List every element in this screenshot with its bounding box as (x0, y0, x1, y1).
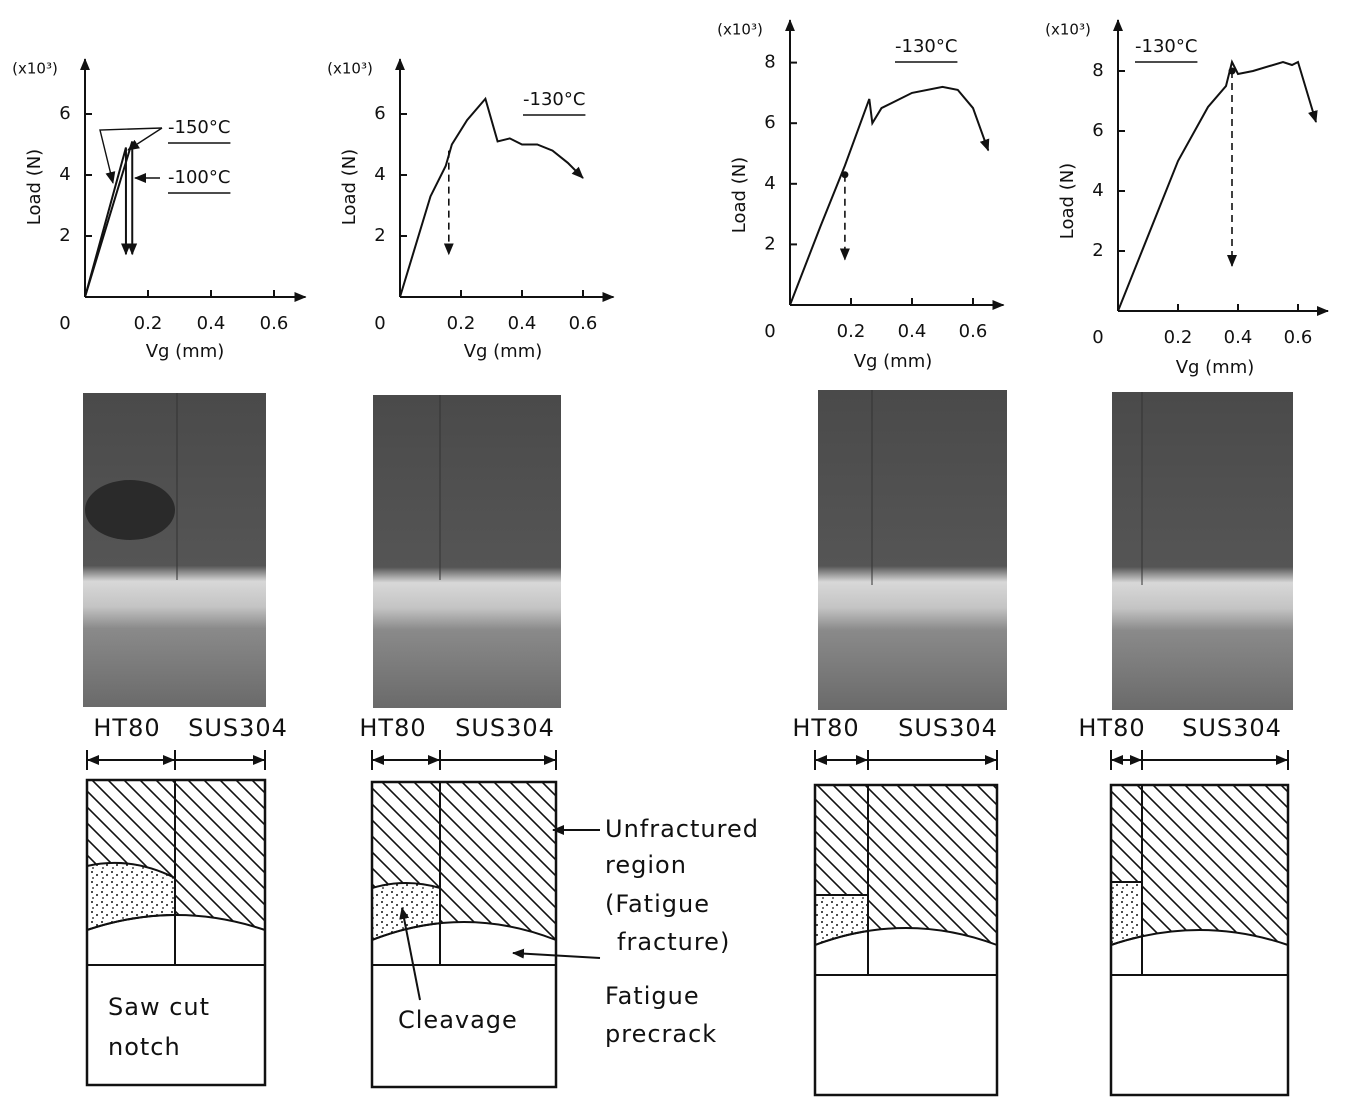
y-tick-label: 4 (764, 173, 775, 194)
x-tick-label: 0 (1092, 327, 1103, 348)
y-tick-label: 4 (374, 164, 385, 185)
x-tick-label: 0.6 (1284, 327, 1313, 348)
y-tick-label: 2 (374, 225, 385, 246)
fracture-photo (373, 395, 561, 708)
y-axis-title: Load (N) (339, 149, 360, 225)
y-multiplier: (x10³) (717, 21, 763, 39)
x-tick-label: 0.2 (447, 313, 476, 334)
y-tick-label: 2 (59, 225, 70, 246)
x-tick-label: 0.4 (197, 313, 226, 334)
temperature-label: -100°C (168, 167, 230, 188)
x-axis-title: Vg (mm) (1176, 357, 1255, 378)
fracture-photo (818, 390, 1007, 710)
y-tick-label: 6 (374, 103, 385, 124)
leader-line (100, 128, 162, 183)
figure: 0 0.2 0.4 0.6 2 4 6 (x10³) Load (N) Vg (mm) -150°C… (0, 0, 1347, 1097)
load-curve (790, 87, 988, 305)
load-curve (400, 99, 583, 297)
photos (83, 390, 1293, 710)
temperature-label: -130°C (523, 89, 585, 110)
callout-text: (Fatigue (605, 890, 710, 918)
load-curve (1118, 62, 1316, 311)
region-label: Cleavage (398, 1006, 518, 1034)
y-tick-label: 6 (59, 103, 70, 124)
material-label: HT80 (1078, 714, 1145, 742)
fracture-point (1229, 68, 1236, 75)
x-axis-title: Vg (mm) (464, 341, 543, 362)
material-label: SUS304 (188, 714, 288, 742)
fracture-point (841, 171, 848, 178)
x-tick-label: 0.6 (260, 313, 289, 334)
x-tick-label: 0.4 (898, 321, 927, 342)
x-tick-label: 0.2 (837, 321, 866, 342)
y-tick-label: 2 (1092, 240, 1103, 261)
x-tick-label: 0.6 (569, 313, 598, 334)
cleavage-region (87, 863, 175, 930)
leader-line (128, 128, 162, 150)
x-tick-label: 0.4 (508, 313, 537, 334)
callout-text: fracture) (617, 928, 730, 956)
material-label: HT80 (359, 714, 426, 742)
y-axis-title: Load (N) (24, 149, 45, 225)
fracture-photo (1112, 392, 1293, 710)
y-tick-label: 4 (1092, 180, 1103, 201)
temperature-label: -130°C (895, 36, 957, 57)
material-label: SUS304 (1182, 714, 1282, 742)
y-tick-label: 8 (1092, 60, 1103, 81)
x-axis-title: Vg (mm) (146, 341, 225, 362)
y-tick-label: 2 (764, 233, 775, 254)
x-tick-label: 0 (764, 321, 775, 342)
region-label: notch (108, 1033, 181, 1061)
material-label: SUS304 (898, 714, 998, 742)
temperature-label: -150°C (168, 117, 230, 138)
x-tick-label: 0.2 (134, 313, 163, 334)
y-tick-label: 6 (764, 112, 775, 133)
temperature-label: -130°C (1135, 36, 1197, 57)
x-axis-title: Vg (mm) (854, 351, 933, 372)
material-label: HT80 (792, 714, 859, 742)
x-tick-label: 0 (59, 313, 70, 334)
region-label: Saw cut (108, 993, 210, 1021)
y-tick-label: 4 (59, 164, 70, 185)
y-multiplier: (x10³) (12, 60, 58, 78)
callout-text: Unfractured (605, 815, 759, 843)
x-tick-label: 0.2 (1164, 327, 1193, 348)
material-label: HT80 (93, 714, 160, 742)
callout-text: precrack (605, 1020, 717, 1048)
x-tick-label: 0 (374, 313, 385, 334)
x-tick-label: 0.6 (959, 321, 988, 342)
callout-text: region (605, 851, 687, 879)
y-multiplier: (x10³) (327, 60, 373, 78)
y-tick-label: 6 (1092, 120, 1103, 141)
material-label: SUS304 (455, 714, 555, 742)
fracture-photo (83, 393, 266, 707)
y-multiplier: (x10³) (1045, 21, 1091, 39)
y-axis-title: Load (N) (1057, 163, 1078, 239)
cleavage-region (1111, 882, 1142, 945)
photo-feature (85, 480, 175, 540)
y-tick-label: 8 (764, 52, 775, 73)
callout-text: Fatigue (605, 982, 700, 1010)
x-tick-label: 0.4 (1224, 327, 1253, 348)
y-axis-title: Load (N) (729, 157, 750, 233)
